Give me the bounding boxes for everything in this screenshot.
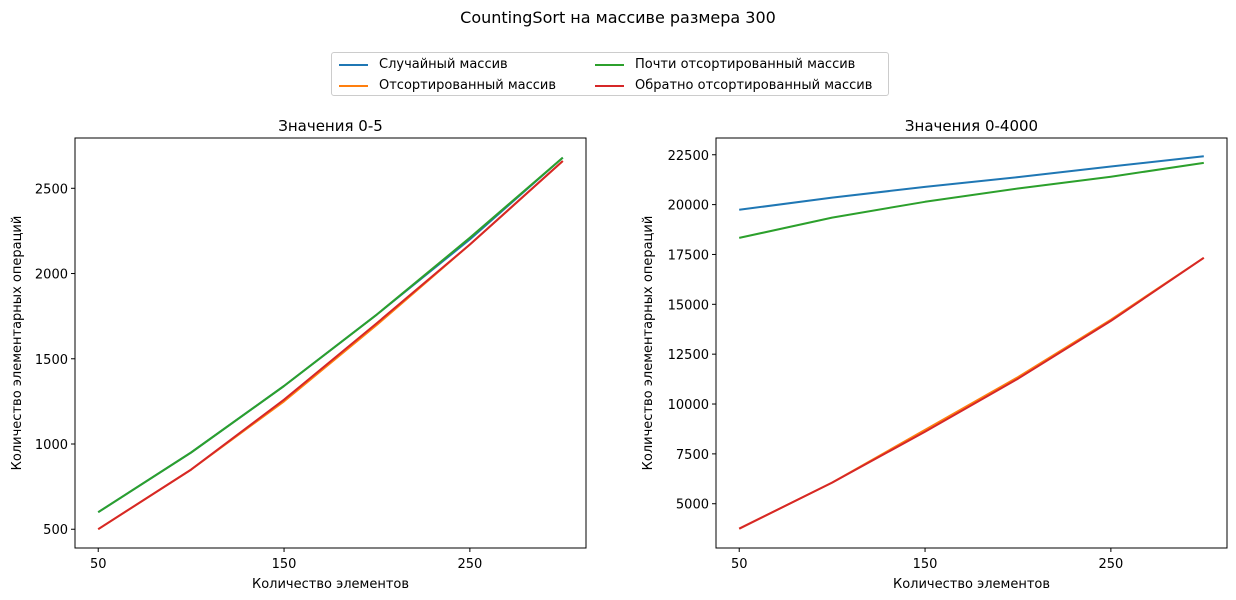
panel-1-series-line-4 [97,160,564,531]
panel-2-series-line-3 [738,161,1204,239]
panel-1-series-line-2 [97,160,564,531]
panel-1-y-axis-label: Количество элементарных операций [10,216,25,471]
panel-2-y-tick-label: 17500 [668,248,709,263]
legend: Случайный массив Отсортированный массив … [331,52,889,96]
panel-2-series-line-4 [738,256,1205,530]
panel-1-y-tick-label: 2000 [35,268,68,283]
panel-1-title: Значения 0-5 [278,117,383,135]
legend-swatch-random [339,64,368,66]
panel-2-y-tick-label: 5000 [676,498,709,513]
panel-2-y-tick-label: 20000 [668,199,709,214]
panel-2-y-tick-label: 10000 [668,398,709,413]
panel-1-y-tick-label: 2500 [35,182,68,197]
panel-2-x-tick-label: 250 [1098,557,1123,572]
panel-1-y-tick-label: 1500 [35,353,68,368]
panel-1-y-tick-label: 500 [43,523,68,538]
panel-1-series-line-3 [97,156,564,514]
legend-swatch-nearly-sorted [595,64,624,66]
panel-2-title: Значения 0-4000 [905,117,1038,135]
legend-label-reversed: Обратно отсортированный массив [635,78,873,93]
panel-1-series-line-1 [97,156,564,514]
panel-2-y-tick-label: 12500 [668,348,709,363]
legend-swatch-sorted [339,85,368,87]
legend-label-random: Случайный массив [379,57,508,72]
panel-2-y-tick-label: 15000 [668,298,709,313]
panel-1-x-axis-label: Количество элементов [252,577,409,592]
panel-2-y-tick-label: 7500 [676,448,709,463]
panel-2-x-axis-label: Количество элементов [893,577,1050,592]
panel-2-series-line-1 [739,155,1204,211]
panel-1-x-tick-label: 150 [272,557,297,572]
panel-1-x-tick-label: 50 [90,557,107,572]
panel-2-y-axis-label: Количество элементарных операций [641,216,656,471]
panel-1-y-tick-label: 1000 [35,438,68,453]
panel-1-plot-frame [74,137,587,549]
figure-suptitle: CountingSort на массиве размера 300 [460,8,776,27]
panel-2-plot-frame [715,137,1228,549]
legend-label-sorted: Отсортированный массив [379,78,557,93]
legend-swatch-reversed [595,85,624,87]
panel-2-x-tick-label: 50 [731,557,748,572]
panel-1-x-tick-label: 250 [457,557,482,572]
panel-2-y-tick-label: 22500 [668,149,709,164]
legend-label-nearly-sorted: Почти отсортированный массив [635,57,856,72]
panel-2-x-tick-label: 150 [913,557,938,572]
panel-2-series-line-2 [738,256,1205,530]
